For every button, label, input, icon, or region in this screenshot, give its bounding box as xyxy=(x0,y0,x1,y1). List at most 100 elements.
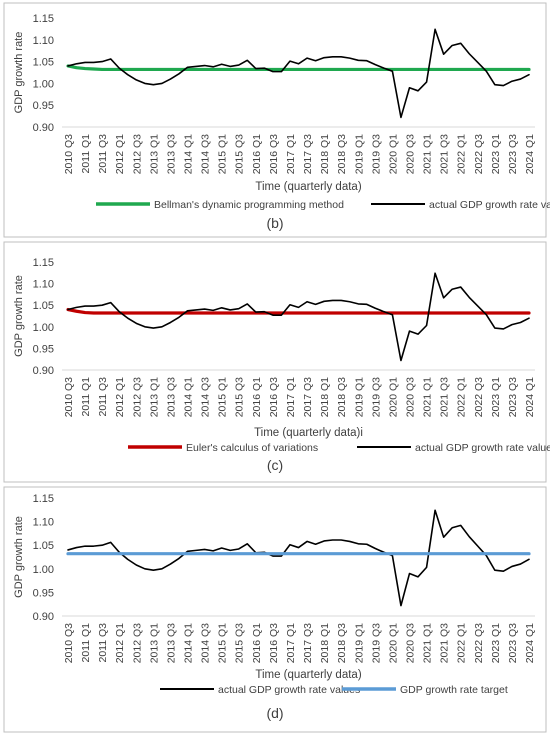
x-tick-label: 2018 Q1 xyxy=(319,134,331,174)
x-tick-label: 2013 Q1 xyxy=(148,623,160,663)
x-tick-label: 2014 Q3 xyxy=(200,377,212,417)
chart-panel-c: 0.90 0.95 1.00 1.05 1.10 1.15 GDP growth rate 2… xyxy=(3,241,550,483)
x-tick-label: 2017 Q1 xyxy=(285,623,297,663)
x-tick-label: 2023 Q3 xyxy=(507,377,519,417)
x-tick-label: 2017 Q3 xyxy=(302,377,314,417)
legend-entry: actual GDP growth rate values xyxy=(218,684,360,696)
x-tick-label: 2020 Q1 xyxy=(387,377,399,417)
series-line-actual xyxy=(67,272,530,362)
x-axis-label: Time (quarterly data) xyxy=(255,669,361,681)
x-tick-label: 2023 Q1 xyxy=(490,134,502,174)
x-tick-label: 2020 Q3 xyxy=(404,377,416,417)
x-tick-label: 2022 Q3 xyxy=(473,623,485,663)
x-tick-label: 2023 Q1 xyxy=(490,377,502,417)
x-tick-label: 2012 Q1 xyxy=(114,377,126,417)
x-tick-label: 2018 Q1 xyxy=(319,623,331,663)
x-tick-label: 2016 Q1 xyxy=(251,377,263,417)
x-tick-label: 2013 Q3 xyxy=(165,134,177,174)
x-tick-label: 2010 Q3 xyxy=(63,377,75,417)
legend-entry: actual GDP growth rate values xyxy=(429,199,550,211)
y-tick-label: 1.10 xyxy=(33,279,54,291)
panel-frame xyxy=(3,241,547,483)
x-tick-label: 2021 Q1 xyxy=(422,377,434,417)
x-tick-label: 2011 Q3 xyxy=(97,377,109,417)
y-tick-label: 0.90 xyxy=(33,122,54,134)
x-tick-label: 2021 Q3 xyxy=(439,377,451,417)
panel-label: (d) xyxy=(266,705,283,721)
series-line-actual xyxy=(67,28,530,119)
x-tick-label: 2021 Q3 xyxy=(439,134,451,174)
x-tick-label: 2023 Q3 xyxy=(507,623,519,663)
x-tick-label: 2017 Q1 xyxy=(285,377,297,417)
x-tick-label: 2024 Q1 xyxy=(524,134,536,174)
y-tick-label: 0.90 xyxy=(33,365,54,377)
x-tick-label: 2011 Q3 xyxy=(97,623,109,663)
x-tick-label: 2014 Q1 xyxy=(183,377,195,417)
y-tick-label: 0.95 xyxy=(33,343,54,355)
legend-entry: actual GDP growth rate values xyxy=(415,442,550,454)
x-tick-label: 2016 Q1 xyxy=(251,623,263,663)
chart-panel-b: 0.90 0.95 1.00 1.05 1.10 1.15 GDP growth rate 2… xyxy=(3,2,550,238)
x-tick-label: 2016 Q1 xyxy=(251,134,263,174)
x-tick-label: 2013 Q1 xyxy=(148,134,160,174)
x-tick-label: 2011 Q3 xyxy=(97,134,109,174)
legend-entry: GDP growth rate target xyxy=(400,684,508,696)
x-tick-label: 2019 Q3 xyxy=(370,377,382,417)
legend-entry: Bellman's dynamic programming method xyxy=(154,199,344,211)
x-tick-label: 2022 Q1 xyxy=(456,134,468,174)
chart-panel-d: 0.90 0.95 1.00 1.05 1.10 1.15 GDP growth rate 2… xyxy=(3,486,547,733)
y-tick-label: 1.00 xyxy=(33,564,54,576)
x-tick-label: 2018 Q1 xyxy=(319,377,331,417)
x-tick-label: 2013 Q3 xyxy=(165,623,177,663)
x-tick-label: 2019 Q1 xyxy=(353,377,365,417)
y-tick-label: 1.00 xyxy=(33,78,54,90)
x-tick-label: 2016 Q3 xyxy=(268,134,280,174)
x-tick-label: 2019 Q3 xyxy=(370,134,382,174)
x-tick-label: 2022 Q3 xyxy=(473,134,485,174)
x-tick-label: 2018 Q3 xyxy=(336,377,348,417)
panel-frame xyxy=(3,2,547,238)
x-tick-label: 2011 Q1 xyxy=(80,377,92,417)
x-tick-label: 2012 Q3 xyxy=(131,134,143,174)
x-tick-label: 2016 Q3 xyxy=(268,623,280,663)
y-tick-label: 1.10 xyxy=(33,517,54,529)
x-tick-label: 2014 Q3 xyxy=(200,134,212,174)
x-tick-label: 2015 Q1 xyxy=(217,623,229,663)
x-tick-label: 2023 Q3 xyxy=(507,134,519,174)
x-tick-label: 2016 Q3 xyxy=(268,377,280,417)
x-tick-label: 2012 Q1 xyxy=(114,134,126,174)
series-line-model xyxy=(66,64,531,72)
x-tick-label: 2018 Q3 xyxy=(336,134,348,174)
x-tick-label: 2022 Q1 xyxy=(456,377,468,417)
x-tick-label: 2015 Q3 xyxy=(234,134,246,174)
x-tick-label: 2010 Q3 xyxy=(63,623,75,663)
x-tick-label: 2013 Q1 xyxy=(148,377,160,417)
x-tick-label: 2022 Q3 xyxy=(473,377,485,417)
x-tick-label: 2010 Q3 xyxy=(63,134,75,174)
x-tick-label: 2011 Q1 xyxy=(80,134,92,174)
x-tick-label: 2019 Q3 xyxy=(370,623,382,663)
panel-frame xyxy=(3,486,547,733)
y-tick-label: 1.10 xyxy=(33,35,54,47)
y-tick-label: 0.95 xyxy=(33,587,54,599)
x-tick-label: 2022 Q1 xyxy=(456,623,468,663)
y-tick-label: 1.00 xyxy=(33,322,54,334)
x-tick-label: 2012 Q3 xyxy=(131,623,143,663)
x-tick-label: 2015 Q3 xyxy=(234,623,246,663)
x-tick-label: 2020 Q1 xyxy=(387,623,399,663)
x-axis-label: Time (quarterly data)i xyxy=(254,427,363,439)
y-tick-label: 0.90 xyxy=(33,611,54,623)
y-tick-label: 1.05 xyxy=(33,57,54,69)
x-tick-label: 2015 Q1 xyxy=(217,377,229,417)
legend-entry: Euler's calculus of variations xyxy=(186,442,318,454)
x-tick-label: 2020 Q3 xyxy=(404,134,416,174)
x-tick-label: 2023 Q1 xyxy=(490,623,502,663)
x-axis-label: Time (quarterly data) xyxy=(255,181,361,193)
x-tick-label: 2021 Q1 xyxy=(422,623,434,663)
panel-label: (c) xyxy=(267,457,283,473)
y-tick-label: 0.95 xyxy=(33,100,54,112)
x-tick-label: 2019 Q1 xyxy=(353,623,365,663)
x-tick-label: 2017 Q3 xyxy=(302,134,314,174)
x-tick-label: 2011 Q1 xyxy=(80,623,92,663)
y-tick-label: 1.05 xyxy=(33,540,54,552)
